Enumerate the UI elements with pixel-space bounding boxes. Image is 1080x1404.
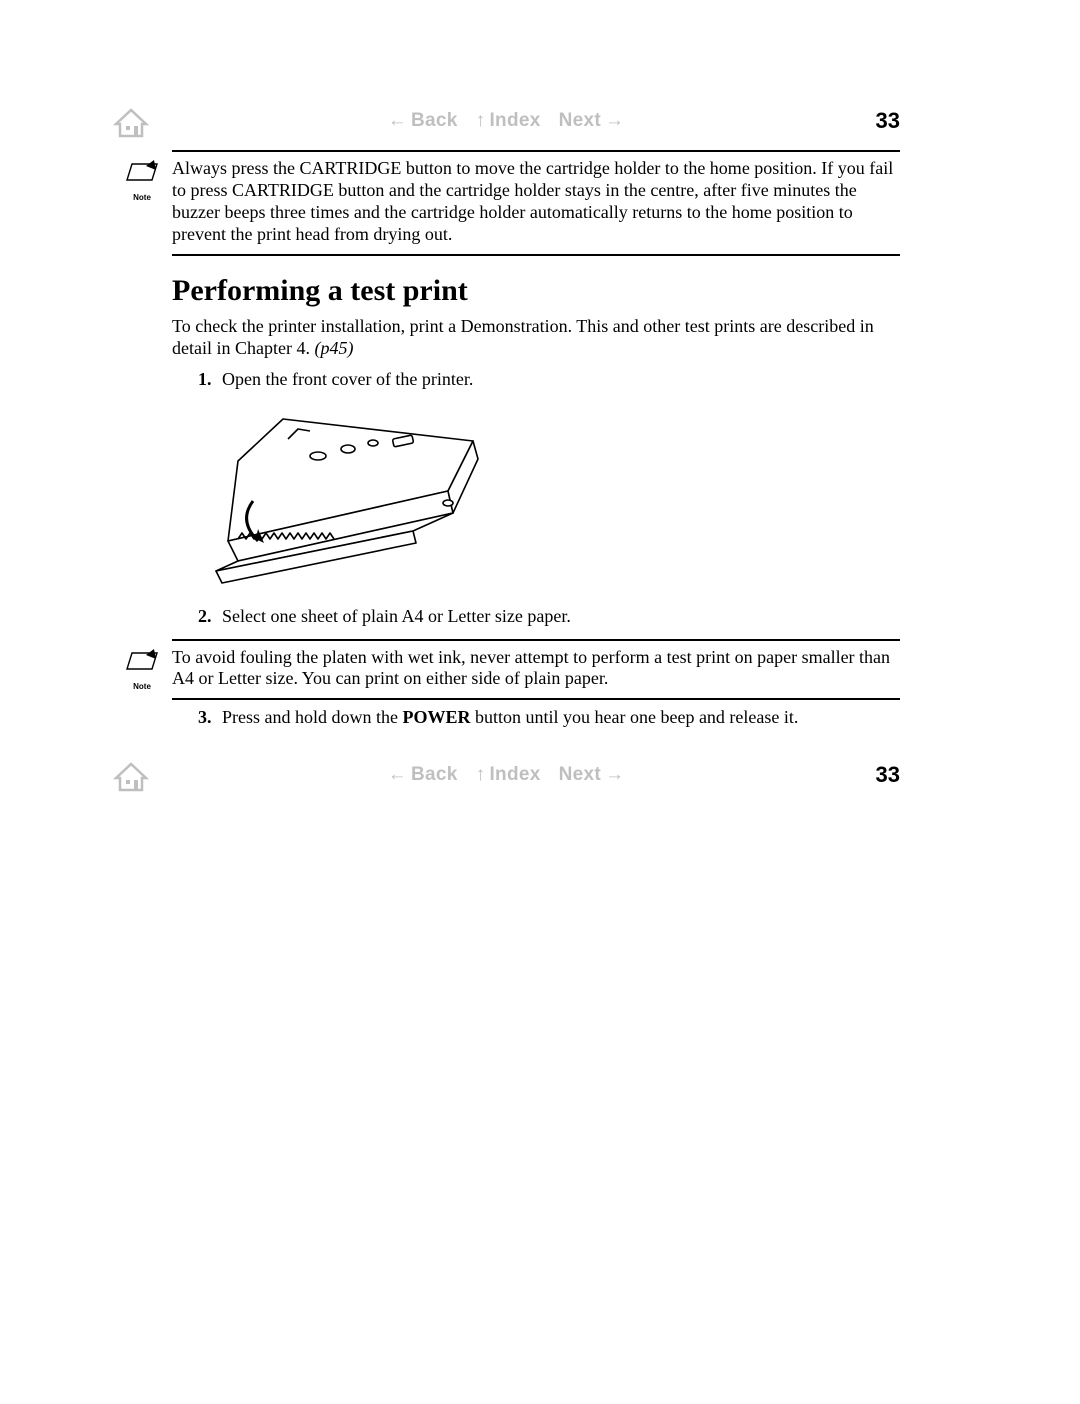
note-label: Note bbox=[124, 682, 160, 691]
step-1: 1. Open the front cover of the printer. bbox=[198, 368, 900, 391]
step3-pre: Press and hold down the bbox=[222, 707, 402, 727]
arrow-left-icon: ← bbox=[388, 764, 407, 786]
step3-bold: POWER bbox=[402, 707, 470, 727]
step-num: 1. bbox=[198, 368, 212, 391]
note-block-2: Note To avoid fouling the platen with we… bbox=[172, 647, 900, 691]
arrow-up-icon: ↑ bbox=[476, 764, 486, 786]
steps-list: 1. Open the front cover of the printer. bbox=[198, 368, 900, 391]
nav-links: ←Back ↑Index Next→ bbox=[170, 764, 842, 786]
page-number-top: 33 bbox=[860, 108, 900, 134]
step-3: 3. Press and hold down the POWER button … bbox=[198, 706, 900, 729]
nav-links: ←Back ↑Index Next→ bbox=[170, 110, 842, 132]
next-label: Next bbox=[559, 110, 601, 132]
section-block: Performing a test print To check the pri… bbox=[172, 274, 900, 629]
rule-before-note2 bbox=[172, 639, 900, 641]
page-ref[interactable]: (p45) bbox=[314, 338, 353, 358]
top-nav-row: ←Back ↑Index Next→ 33 bbox=[110, 100, 900, 142]
home-icon[interactable] bbox=[110, 100, 152, 142]
arrow-left-icon: ← bbox=[388, 110, 407, 132]
home-icon[interactable] bbox=[110, 754, 152, 796]
next-link[interactable]: Next→ bbox=[559, 110, 625, 132]
intro-text: To check the printer installation, print… bbox=[172, 316, 874, 358]
step-num: 3. bbox=[198, 706, 212, 729]
step3-block: 3. Press and hold down the POWER button … bbox=[172, 706, 900, 729]
intro-para: To check the printer installation, print… bbox=[172, 316, 900, 360]
arrow-right-icon: → bbox=[605, 110, 624, 132]
rule-after-note2 bbox=[172, 698, 900, 700]
printer-figure bbox=[198, 401, 498, 591]
section-title: Performing a test print bbox=[172, 274, 900, 308]
back-label: Back bbox=[411, 764, 458, 786]
arrow-right-icon: → bbox=[605, 764, 624, 786]
index-link[interactable]: ↑Index bbox=[476, 764, 541, 786]
bottom-nav-row: ←Back ↑Index Next→ 33 bbox=[110, 754, 900, 796]
step3-post: button until you hear one beep and relea… bbox=[471, 707, 799, 727]
note2-text: To avoid fouling the platen with wet ink… bbox=[172, 647, 900, 691]
steps-list-3: 3. Press and hold down the POWER button … bbox=[198, 706, 900, 729]
index-link[interactable]: ↑Index bbox=[476, 110, 541, 132]
note-block-1: Note Always press the CARTRIDGE button t… bbox=[172, 158, 900, 246]
index-label: Index bbox=[489, 110, 540, 132]
rule-after-note1 bbox=[172, 254, 900, 256]
note1-text: Always press the CARTRIDGE button to mov… bbox=[172, 158, 900, 246]
next-link[interactable]: Next→ bbox=[559, 764, 625, 786]
step-text: Select one sheet of plain A4 or Letter s… bbox=[222, 606, 571, 626]
rule-top bbox=[172, 150, 900, 152]
back-label: Back bbox=[411, 110, 458, 132]
index-label: Index bbox=[489, 764, 540, 786]
step-2: 2. Select one sheet of plain A4 or Lette… bbox=[198, 605, 900, 628]
arrow-up-icon: ↑ bbox=[476, 110, 486, 132]
steps-list-2: 2. Select one sheet of plain A4 or Lette… bbox=[198, 605, 900, 628]
page-number-bottom: 33 bbox=[860, 762, 900, 788]
note-icon: Note bbox=[124, 649, 160, 691]
step-text: Open the front cover of the printer. bbox=[222, 369, 473, 389]
note-label: Note bbox=[124, 193, 160, 202]
back-link[interactable]: ←Back bbox=[388, 110, 458, 132]
next-label: Next bbox=[559, 764, 601, 786]
back-link[interactable]: ←Back bbox=[388, 764, 458, 786]
note-icon: Note bbox=[124, 160, 160, 202]
step-num: 2. bbox=[198, 605, 212, 628]
